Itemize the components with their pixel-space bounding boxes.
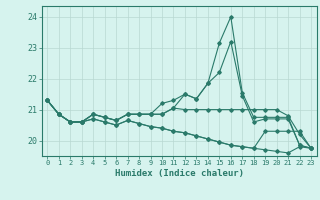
X-axis label: Humidex (Indice chaleur): Humidex (Indice chaleur) <box>115 169 244 178</box>
